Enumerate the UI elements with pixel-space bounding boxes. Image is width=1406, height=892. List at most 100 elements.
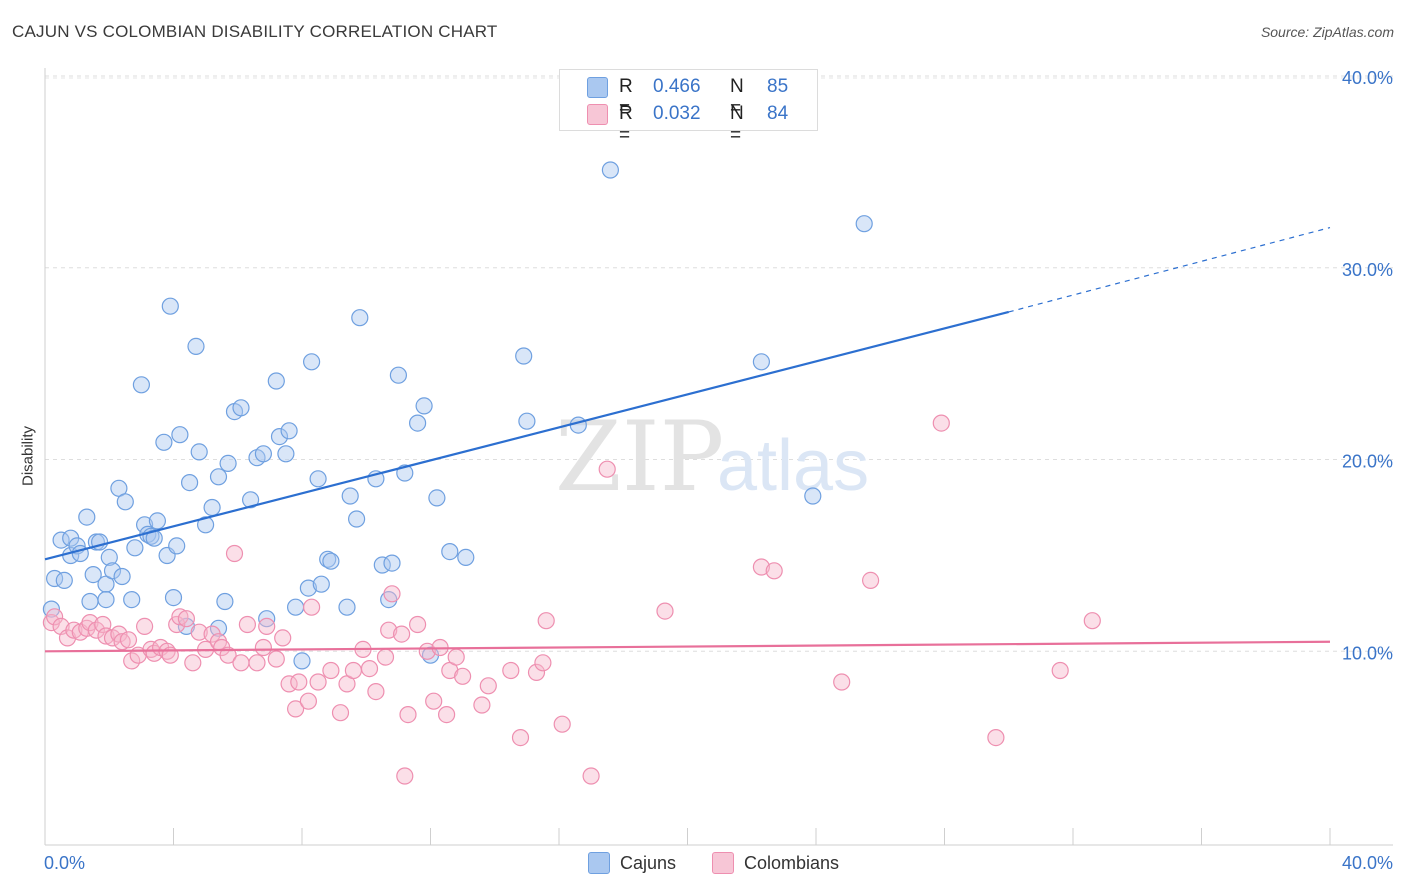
source-note: Source: ZipAtlas.com <box>1260 24 1394 40</box>
data-point-cajuns <box>171 426 189 444</box>
y-tick-label: 20.0% <box>1342 452 1393 472</box>
data-point-colombians <box>527 663 546 682</box>
data-point-colombians <box>454 667 472 685</box>
data-point-cajuns <box>855 215 873 233</box>
data-point-cajuns <box>601 161 620 179</box>
data-point-cajuns <box>232 399 250 417</box>
data-point-cajuns <box>84 565 102 584</box>
data-point-colombians <box>833 673 851 691</box>
data-point-cajuns <box>518 412 536 430</box>
data-point-cajuns <box>277 445 295 463</box>
n-value: 84 <box>767 103 789 124</box>
data-point-cajuns <box>338 598 356 616</box>
data-point-cajuns <box>113 567 131 586</box>
data-point-colombians <box>367 682 385 701</box>
data-point-colombians <box>1083 612 1101 630</box>
data-point-colombians <box>299 692 317 710</box>
data-point-colombians <box>537 612 555 630</box>
data-point-colombians <box>225 544 244 563</box>
watermark: ZIP atlas <box>555 401 869 513</box>
legend-label-colombians: Colombians <box>744 853 840 873</box>
data-point-cajuns <box>126 539 144 557</box>
data-point-colombians <box>360 659 379 678</box>
data-point-colombians <box>331 704 350 722</box>
data-point-cajuns <box>209 619 228 637</box>
data-point-cajuns <box>123 590 141 609</box>
data-point-colombians <box>254 638 272 657</box>
data-point-colombians <box>177 610 195 628</box>
data-point-cajuns <box>100 548 118 567</box>
data-point-colombians <box>65 621 83 639</box>
data-point-colombians <box>309 673 327 691</box>
data-point-colombians <box>190 623 208 641</box>
data-point-colombians <box>290 673 308 691</box>
data-point-colombians <box>396 767 414 785</box>
data-point-cajuns <box>280 422 298 440</box>
r-label: R = <box>619 103 633 146</box>
data-point-cajuns <box>415 397 433 415</box>
data-point-cajuns <box>341 487 359 505</box>
data-point-colombians <box>479 677 497 695</box>
data-point-cajuns <box>209 468 228 486</box>
data-point-colombians <box>376 648 395 666</box>
data-point-colombians <box>861 571 880 590</box>
r-value: 0.466 <box>653 76 701 97</box>
data-point-cajuns <box>116 493 134 511</box>
data-point-colombians <box>287 700 305 718</box>
r-label: R = <box>619 76 633 119</box>
data-point-cajuns <box>270 428 289 446</box>
data-point-cajuns <box>752 353 771 371</box>
axes <box>44 68 1393 846</box>
data-point-colombians <box>238 615 256 634</box>
watermark-atlas: atlas <box>717 426 869 506</box>
data-point-cajuns <box>216 592 234 611</box>
data-point-cajuns <box>81 592 99 611</box>
data-point-colombians <box>123 652 141 670</box>
data-point-colombians <box>258 617 276 636</box>
data-point-colombians <box>393 625 411 643</box>
data-point-colombians <box>1051 661 1069 680</box>
data-point-cajuns <box>161 297 179 315</box>
data-point-colombians <box>45 608 64 626</box>
data-point-cajuns <box>515 347 533 365</box>
data-point-colombians <box>582 767 600 785</box>
data-point-cajuns <box>322 552 340 570</box>
data-point-cajuns <box>148 512 166 530</box>
data-point-cajuns <box>287 598 305 616</box>
data-point-cajuns <box>351 309 369 327</box>
tick-labels: 10.0% 20.0% 30.0% 40.0% 0.0% 40.0% <box>44 68 1393 873</box>
legend-swatch-colombians <box>712 852 734 874</box>
stats-legend: R = 0.466 N = 85 R = 0.032 N = 84 <box>559 69 818 146</box>
data-point-cajuns <box>78 508 96 526</box>
data-point-colombians <box>511 728 530 747</box>
series-colombians <box>42 414 1101 785</box>
data-point-colombians <box>598 460 616 478</box>
data-points <box>42 161 1101 785</box>
data-point-colombians <box>438 705 456 724</box>
data-point-cajuns <box>804 487 822 505</box>
data-point-cajuns <box>103 562 122 580</box>
data-point-colombians <box>553 715 571 733</box>
x-tick-label: 0.0% <box>44 853 85 873</box>
data-point-colombians <box>303 598 321 616</box>
x-tick-label: 40.0% <box>1342 853 1393 873</box>
data-point-cajuns <box>132 376 150 394</box>
trend-line-extension-cajuns <box>1008 226 1331 313</box>
data-point-cajuns <box>348 510 366 528</box>
data-point-cajuns <box>254 445 272 463</box>
data-point-colombians <box>473 696 491 714</box>
data-point-cajuns <box>383 554 401 572</box>
data-point-cajuns <box>97 590 115 609</box>
legend-swatch-cajuns <box>587 77 608 98</box>
data-point-colombians <box>232 654 250 672</box>
data-point-colombians <box>502 661 520 680</box>
n-label: N = <box>730 103 744 146</box>
data-point-cajuns <box>309 470 327 488</box>
data-point-cajuns <box>164 588 183 607</box>
r-value: 0.032 <box>653 103 701 124</box>
data-point-cajuns <box>55 571 73 590</box>
series-cajuns <box>42 161 873 670</box>
data-point-cajuns <box>441 542 459 561</box>
data-point-colombians <box>136 617 154 636</box>
